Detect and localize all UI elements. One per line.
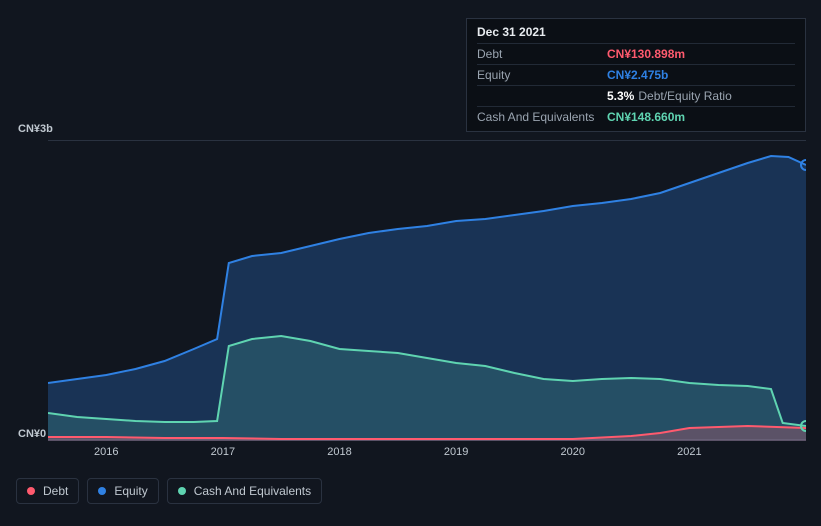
x-axis-tick-label: 2020 (561, 446, 585, 458)
legend-item-label: Equity (114, 484, 147, 498)
tooltip-date: Dec 31 2021 (477, 25, 795, 43)
x-axis-tick-label: 2017 (211, 446, 235, 458)
tooltip-row-label: Cash And Equivalents (477, 110, 607, 124)
chart-plot-area[interactable] (48, 140, 806, 440)
legend-item-label: Cash And Equivalents (194, 484, 311, 498)
legend-item-equity[interactable]: Equity (87, 478, 158, 504)
tooltip-row-extra: Debt/Equity Ratio (638, 89, 731, 103)
tooltip-row: Cash And EquivalentsCN¥148.660m (477, 106, 795, 127)
y-axis-min-label: CN¥0 (18, 428, 46, 440)
tooltip-row-value: CN¥130.898m (607, 47, 685, 61)
x-axis-tick-label: 2018 (327, 446, 351, 458)
legend-color-dot (178, 487, 186, 495)
tooltip-row-label: Equity (477, 68, 607, 82)
tooltip-row-label (477, 89, 607, 103)
tooltip-row: DebtCN¥130.898m (477, 43, 795, 64)
legend-color-dot (27, 487, 35, 495)
legend-item-label: Debt (43, 484, 68, 498)
legend-item-cash[interactable]: Cash And Equivalents (167, 478, 322, 504)
tooltip-row-label: Debt (477, 47, 607, 61)
tooltip-row-value: CN¥148.660m (607, 110, 685, 124)
legend-item-debt[interactable]: Debt (16, 478, 79, 504)
chart-legend: Debt Equity Cash And Equivalents (16, 478, 322, 504)
tooltip-row-value: 5.3% (607, 89, 634, 103)
chart-container: CN¥3b CN¥0 2016 2017 2018 2019 2020 2021 (16, 118, 806, 468)
chart-svg (48, 141, 806, 441)
tooltip-row: EquityCN¥2.475b (477, 64, 795, 85)
x-axis-tick-label: 2016 (94, 446, 118, 458)
x-axis-tick-label: 2019 (444, 446, 468, 458)
chart-tooltip: Dec 31 2021 DebtCN¥130.898mEquityCN¥2.47… (466, 18, 806, 132)
legend-color-dot (98, 487, 106, 495)
tooltip-row: 5.3% Debt/Equity Ratio (477, 85, 795, 106)
x-axis-tick-label: 2021 (677, 446, 701, 458)
tooltip-row-value: CN¥2.475b (607, 68, 668, 82)
y-axis-max-label: CN¥3b (18, 123, 53, 135)
